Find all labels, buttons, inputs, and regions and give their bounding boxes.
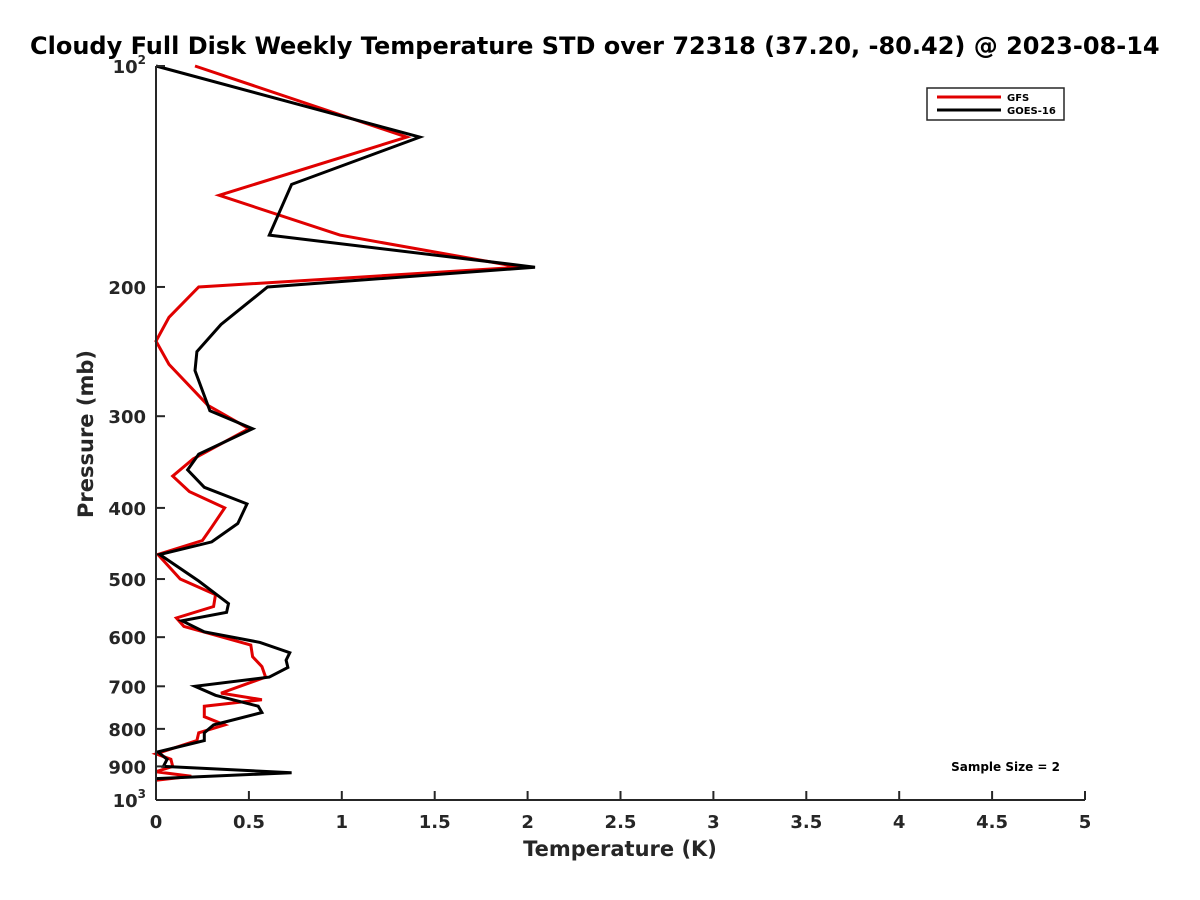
x-axis-label: Temperature (K) — [523, 837, 717, 861]
y-tick-label: 600 — [108, 628, 146, 649]
series-line-gfs — [151, 64, 521, 782]
y-tick-label: 300 — [108, 407, 146, 428]
y-axis-label: Pressure (mb) — [74, 350, 98, 518]
x-tick-label: 2.5 — [605, 812, 637, 833]
y-tick-label: 500 — [108, 570, 146, 591]
x-tick-label: 3.5 — [790, 812, 822, 833]
legend-label-goes-16: GOES-16 — [1007, 106, 1056, 117]
x-axis-ticks: 0 0.5 1 1.5 2 2.5 3 3.5 4 4.5 5 — [150, 791, 1092, 833]
plot-lines — [151, 64, 536, 782]
y-tick-label: 103 — [113, 787, 146, 812]
y-tick-label: 900 — [108, 757, 146, 778]
x-tick-label: 1 — [336, 812, 349, 833]
x-tick-label: 3 — [707, 812, 720, 833]
y-tick-label: 102 — [113, 53, 146, 78]
y-tick-label: 400 — [108, 499, 146, 520]
legend-box — [926, 87, 1065, 121]
x-tick-label: 0.5 — [233, 812, 265, 833]
axes — [155, 66, 1085, 801]
x-tick-label: 0 — [150, 812, 163, 833]
chart-title: Cloudy Full Disk Weekly Temperature STD … — [30, 32, 1160, 60]
legend-label-gfs: GFS — [1007, 93, 1029, 104]
y-tick-label: 700 — [108, 677, 146, 698]
x-tick-label: 4.5 — [976, 812, 1008, 833]
y-tick-label: 800 — [108, 720, 146, 741]
y-axis-ticks: 102 200 300 400 500 600 700 800 900 103 — [108, 53, 165, 812]
x-tick-label: 2 — [521, 812, 534, 833]
series-line-goes-16 — [154, 64, 536, 781]
y-tick-label: 200 — [108, 278, 146, 299]
x-tick-label: 4 — [893, 812, 906, 833]
legend: GFS GOES-16 — [926, 87, 1065, 121]
sample-size-annotation: Sample Size = 2 — [951, 760, 1060, 774]
x-tick-label: 1.5 — [419, 812, 451, 833]
x-tick-label: 5 — [1079, 812, 1092, 833]
